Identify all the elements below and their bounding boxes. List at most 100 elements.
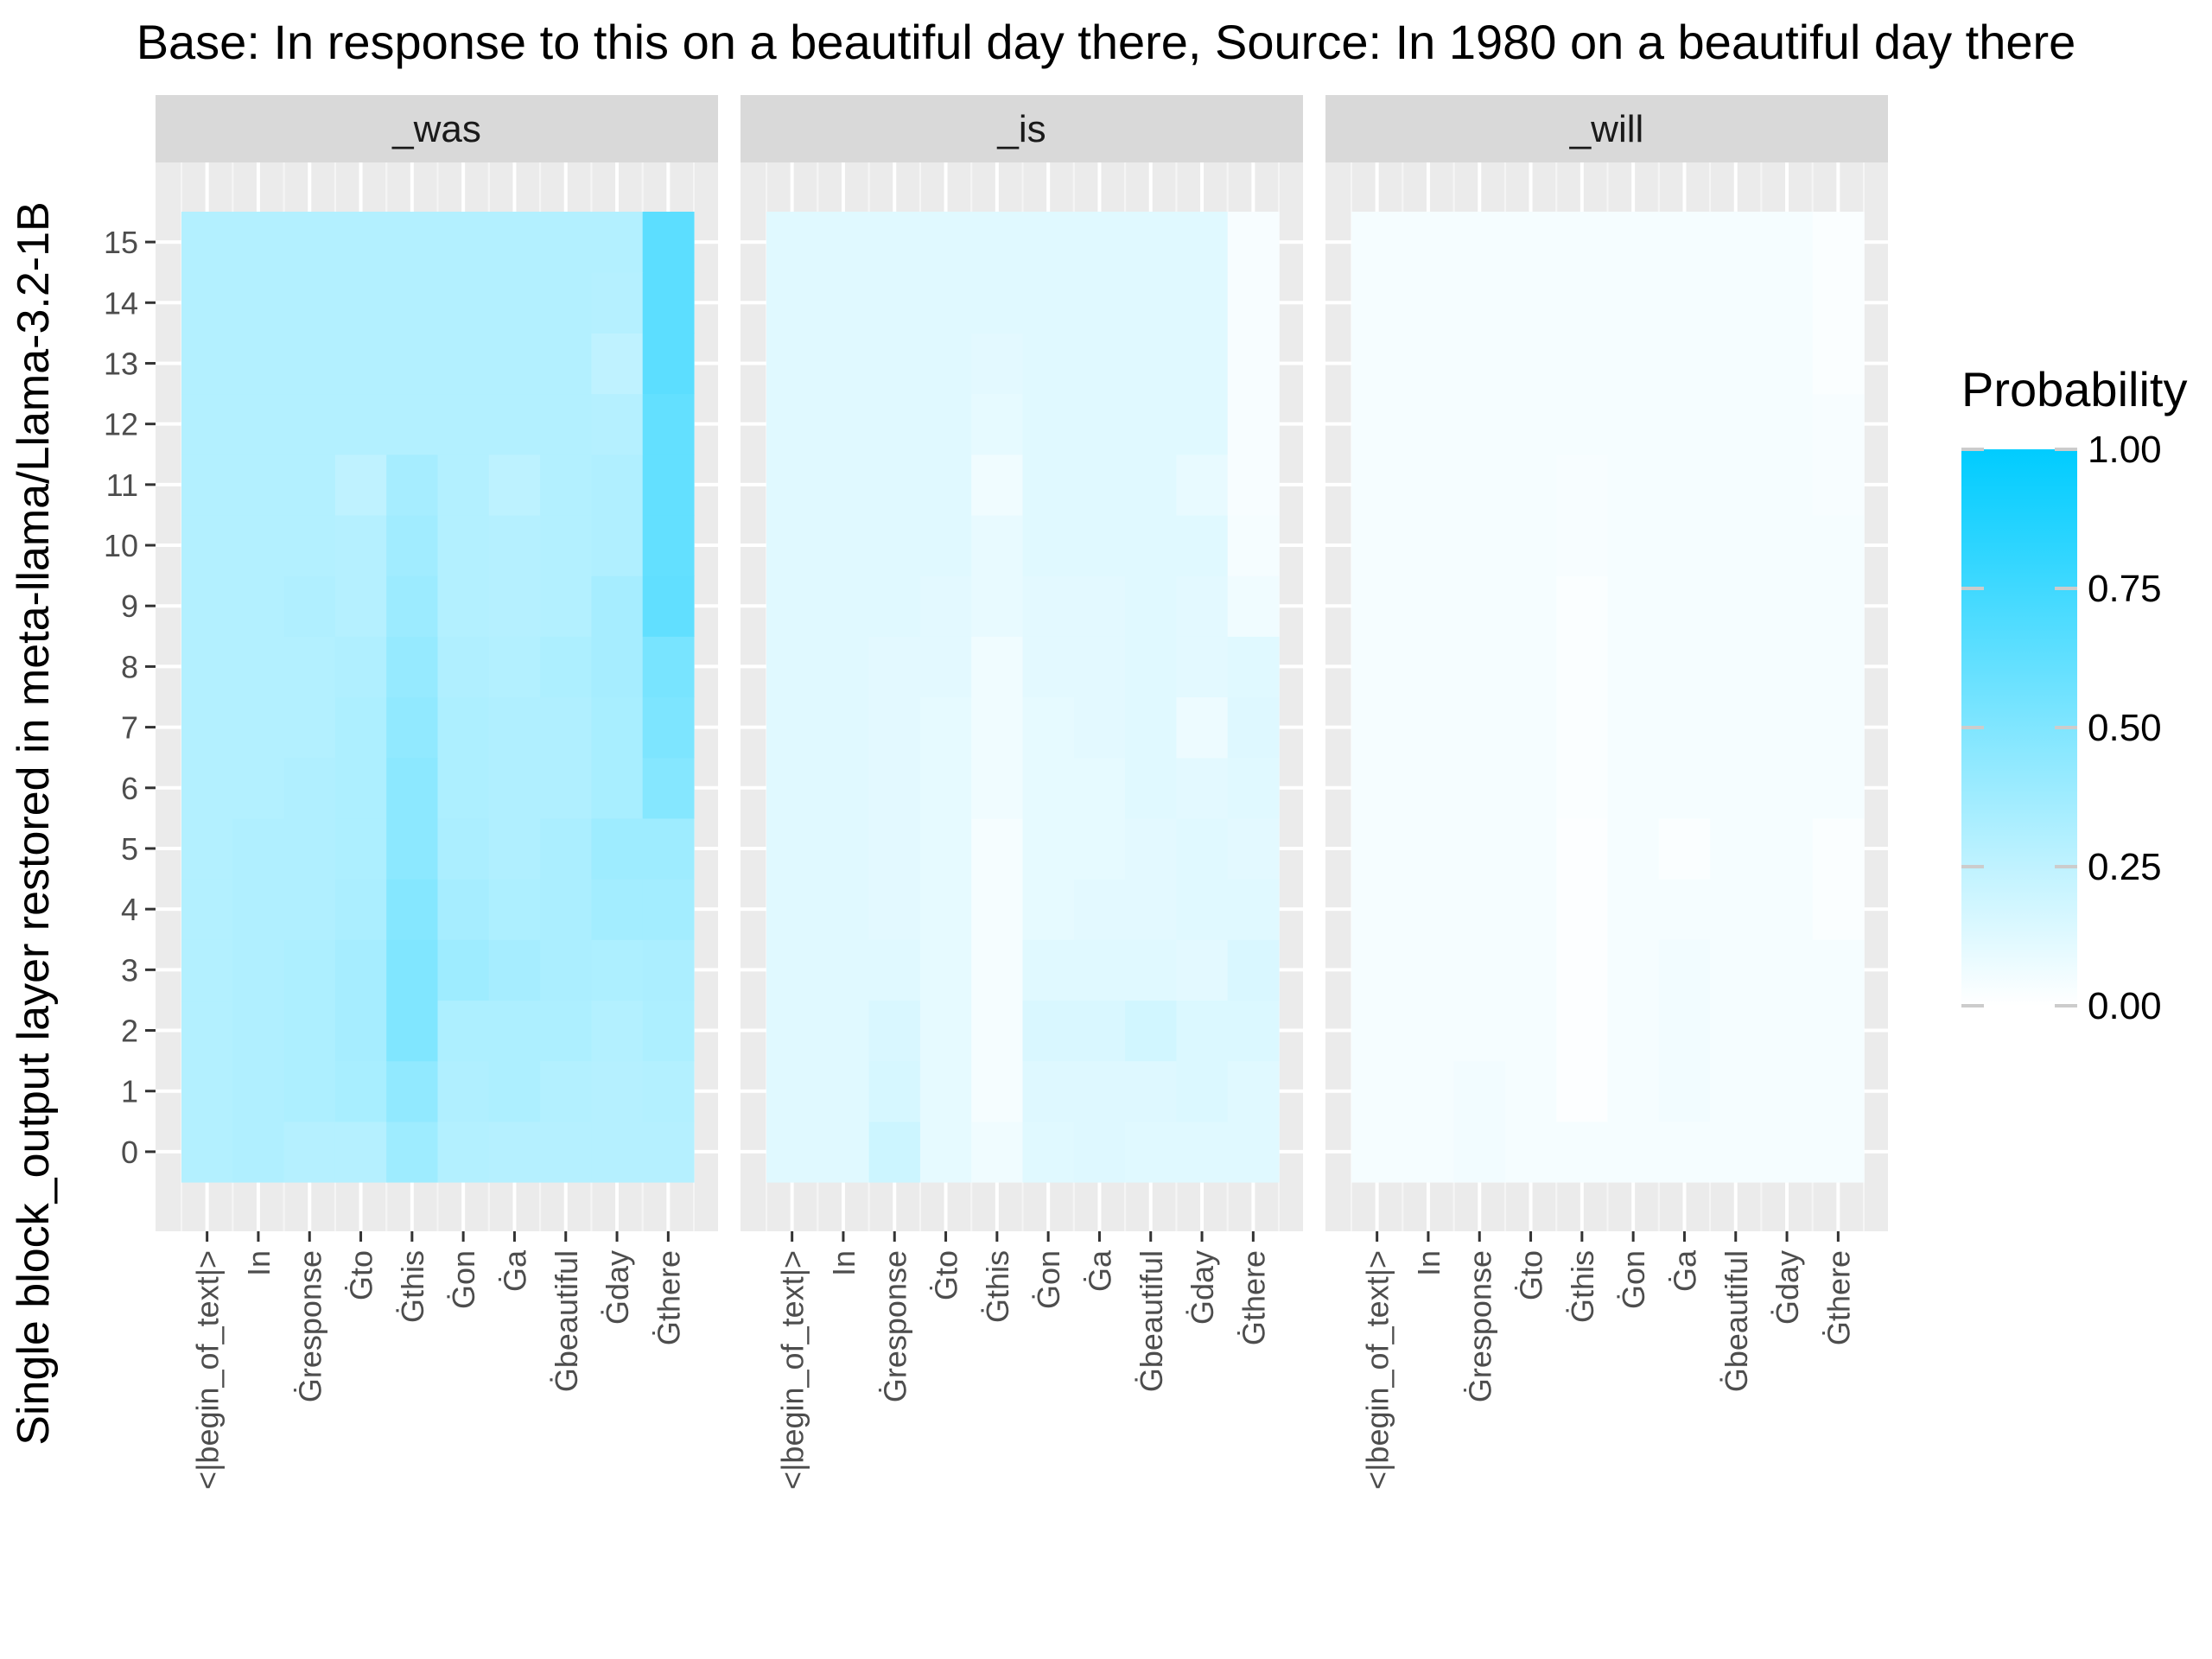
heatmap-cell	[1453, 212, 1506, 273]
heatmap-cell	[386, 393, 439, 455]
heatmap-cell	[591, 636, 644, 698]
facet-strip	[741, 95, 1303, 162]
heatmap-cell	[1351, 636, 1403, 698]
heatmap-cell	[1812, 454, 1865, 516]
heatmap-cell	[591, 514, 644, 576]
heatmap-cell	[1227, 817, 1280, 880]
heatmap-cell	[1125, 696, 1177, 759]
heatmap-cell	[1658, 696, 1711, 759]
heatmap-cell	[919, 454, 972, 516]
heatmap-cell	[919, 636, 972, 698]
heatmap-cell	[1453, 393, 1506, 455]
heatmap-cell	[232, 817, 285, 880]
heatmap-cell	[1022, 272, 1075, 334]
heatmap-cell	[1073, 272, 1126, 334]
heatmap-cell	[334, 817, 387, 880]
heatmap-cell	[817, 212, 870, 273]
heatmap-cell	[971, 879, 1024, 940]
heatmap-cell	[1710, 757, 1762, 819]
heatmap-cell	[1556, 575, 1609, 637]
heatmap-cell	[232, 212, 285, 273]
heatmap-cell	[283, 636, 336, 698]
heatmap-cell	[1176, 1000, 1229, 1062]
heatmap-cell	[1556, 1000, 1609, 1062]
heatmap-cell	[540, 212, 592, 273]
y-tick-label: 12	[104, 407, 138, 442]
y-tick-label: 10	[104, 528, 138, 563]
heatmap-cell	[334, 454, 387, 516]
heatmap-cell	[1351, 212, 1403, 273]
heatmap-cell	[1073, 817, 1126, 880]
heatmap-cell	[386, 757, 439, 819]
heatmap-cell	[1125, 333, 1177, 395]
heatmap-cell	[1176, 1060, 1229, 1122]
heatmap-cell	[540, 757, 592, 819]
heatmap-cell	[1504, 333, 1557, 395]
heatmap-cell	[181, 1000, 233, 1062]
x-tick-label: Ġto	[1514, 1250, 1549, 1300]
facet-strip-label: _is	[996, 108, 1046, 150]
facet-panel: _is <|begin_of_text|> In Ġresponse Ġto Ġthis Ġ…	[741, 95, 1303, 1490]
y-tick-label: 3	[121, 952, 138, 988]
heatmap-cell	[971, 514, 1024, 576]
x-tick-label: Ġon	[1616, 1250, 1651, 1309]
heatmap-cell	[334, 1000, 387, 1062]
y-tick-label: 8	[121, 649, 138, 684]
heatmap-cell	[919, 1000, 972, 1062]
heatmap-cell	[1761, 636, 1814, 698]
heatmap-cell	[181, 1060, 233, 1122]
heatmap-cell	[1022, 1000, 1075, 1062]
heatmap-cell	[766, 454, 818, 516]
heatmap-cell	[1607, 272, 1660, 334]
heatmap-cell	[591, 696, 644, 759]
x-tick-label: Ġresponse	[292, 1250, 327, 1402]
heatmap-cell	[919, 696, 972, 759]
heatmap-cell	[437, 212, 490, 273]
heatmap-cell	[971, 575, 1024, 637]
heatmap-cell	[1607, 575, 1660, 637]
heatmap-cell	[437, 1060, 490, 1122]
x-tick-label: Ġa	[1667, 1249, 1702, 1292]
heatmap-cell	[1761, 939, 1814, 1001]
heatmap-cell	[334, 393, 387, 455]
heatmap-cell	[817, 636, 870, 698]
heatmap-cell	[919, 817, 972, 880]
heatmap-cell	[1658, 817, 1711, 880]
heatmap-cell	[1351, 333, 1403, 395]
heatmap-cell	[1710, 212, 1762, 273]
heatmap-cell	[386, 636, 439, 698]
heatmap-cell	[971, 636, 1024, 698]
heatmap-cell	[1453, 879, 1506, 940]
heatmap-cell	[283, 696, 336, 759]
y-tick-label: 14	[104, 285, 138, 321]
heatmap-cell	[868, 1000, 921, 1062]
x-tick-label: Ġthere	[1236, 1250, 1271, 1345]
heatmap-cell	[1658, 1121, 1711, 1183]
heatmap-cell	[1022, 1060, 1075, 1122]
heatmap-cell	[1073, 1000, 1126, 1062]
heatmap-cell	[642, 879, 695, 940]
heatmap-cell	[1227, 879, 1280, 940]
heatmap-cell	[1402, 1000, 1455, 1062]
heatmap-cell	[971, 757, 1024, 819]
heatmap-cell	[488, 636, 541, 698]
heatmap-cell	[1504, 696, 1557, 759]
facet-strip	[1325, 95, 1888, 162]
heatmap-cell	[868, 333, 921, 395]
heatmap-cell	[868, 636, 921, 698]
heatmap-cell	[817, 696, 870, 759]
heatmap-cell	[1658, 514, 1711, 576]
heatmap-cell	[971, 696, 1024, 759]
heatmap-cell	[232, 333, 285, 395]
heatmap-cell	[1402, 333, 1455, 395]
heatmap-cell	[283, 212, 336, 273]
legend-tick-label: 0.75	[2088, 568, 2162, 610]
heatmap-cell	[1761, 1060, 1814, 1122]
heatmap-cell	[1073, 393, 1126, 455]
x-tick-label: <|begin_of_text|>	[775, 1250, 810, 1490]
heatmap-cell	[1710, 1000, 1762, 1062]
heatmap-cell	[283, 817, 336, 880]
heatmap-cell	[1556, 454, 1609, 516]
heatmap-cell	[1710, 1121, 1762, 1183]
heatmap-cell	[868, 757, 921, 819]
